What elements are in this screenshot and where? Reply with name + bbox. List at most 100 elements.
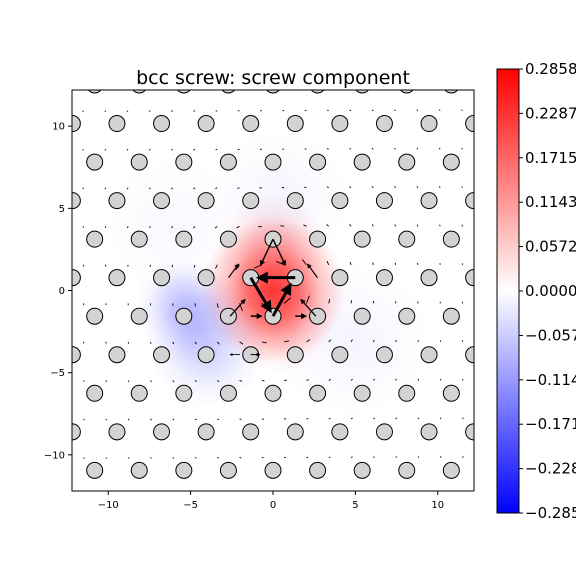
colorbar-ticks: 0.2858 0.2287 0.1715 0.1143 0.0572 0.0000 −0.0…: [519, 60, 576, 522]
core-arrow: [300, 298, 317, 317]
atom: [219, 307, 237, 325]
small-arrow: [350, 417, 353, 420]
small-arrow: [304, 186, 307, 189]
small-arrow: [194, 341, 197, 345]
small-arrow: [394, 109, 396, 112]
atom: [42, 154, 58, 170]
small-arrow: [306, 339, 311, 343]
small-arrow: [127, 418, 130, 421]
atom: [242, 423, 260, 441]
atom: [444, 90, 459, 94]
small-arrow: [350, 339, 353, 343]
small-arrow: [82, 110, 84, 113]
atom: [130, 307, 148, 325]
small-arrow: [61, 188, 62, 189]
x-tick-label: −5: [183, 500, 198, 511]
core-arrow: [272, 238, 286, 267]
small-arrow: [395, 378, 398, 381]
small-arrow: [105, 457, 108, 459]
atom: [331, 423, 349, 441]
small-arrow: [148, 110, 151, 112]
small-arrow: [349, 261, 352, 265]
colorbar-tick-label: 0.2287: [525, 104, 576, 122]
x-tick-label: −10: [98, 500, 119, 511]
atom: [264, 153, 282, 171]
small-arrow: [529, 456, 530, 457]
small-arrow: [82, 72, 83, 73]
small-arrow: [395, 456, 398, 458]
small-arrow: [127, 380, 130, 383]
atom: [219, 230, 237, 248]
small-arrow: [105, 380, 107, 383]
atom: [20, 347, 36, 363]
atom: [175, 461, 193, 479]
small-arrow: [61, 380, 62, 381]
atom-lattice: [0, 77, 474, 479]
atom: [442, 461, 460, 479]
small-arrow: [439, 71, 440, 72]
atom: [0, 308, 14, 324]
small-arrow: [16, 72, 17, 73]
small-arrow: [484, 186, 485, 187]
small-arrow: [193, 226, 196, 229]
atom: [20, 193, 36, 209]
small-arrow: [239, 380, 243, 382]
small-arrow: [326, 260, 330, 266]
atom: [309, 384, 327, 402]
small-arrow: [194, 303, 196, 307]
atom: [353, 384, 371, 402]
atom: [375, 346, 393, 364]
atom: [87, 90, 102, 94]
small-arrow: [237, 187, 240, 189]
atom: [221, 90, 236, 94]
atom: [398, 230, 416, 248]
atom: [42, 308, 58, 324]
atom: [398, 307, 416, 325]
atom: [130, 230, 148, 248]
atom: [264, 461, 282, 479]
atom: [264, 384, 282, 402]
atom: [309, 461, 327, 479]
atom: [42, 77, 58, 93]
small-arrow: [239, 341, 244, 345]
small-arrow: [38, 188, 39, 189]
small-arrow: [283, 297, 291, 304]
small-arrow: [438, 147, 441, 150]
small-arrow: [82, 226, 84, 228]
atom: [286, 115, 304, 133]
small-arrow: [280, 225, 285, 227]
small-arrow: [461, 147, 463, 150]
small-arrow: [261, 341, 267, 344]
small-arrow: [439, 456, 442, 458]
small-arrow: [416, 186, 419, 189]
small-arrow: [60, 149, 61, 150]
atom: [264, 307, 282, 325]
small-arrow: [485, 418, 486, 419]
small-arrow: [60, 111, 61, 112]
small-arrow: [372, 262, 374, 265]
atom: [353, 307, 371, 325]
small-arrow: [105, 72, 106, 73]
atom: [197, 346, 215, 364]
small-arrow: [217, 380, 220, 383]
atom: [398, 153, 416, 171]
small-arrow: [416, 224, 419, 227]
small-arrow: [328, 456, 331, 458]
atom: [153, 269, 171, 287]
small-arrow: [461, 224, 463, 227]
core-arrow: [260, 238, 274, 267]
colorbar-tick-label: 0.1715: [525, 149, 576, 167]
small-arrow: [217, 418, 220, 421]
atom: [0, 231, 14, 247]
atom: [420, 423, 438, 441]
core-displacement-arrows: [228, 238, 318, 357]
y-tick-label: 0: [59, 286, 65, 297]
small-arrow: [171, 110, 173, 112]
small-arrow: [462, 456, 464, 458]
small-arrow: [83, 418, 85, 421]
small-arrow: [83, 457, 85, 459]
atom: [153, 346, 171, 364]
atom: [197, 269, 215, 287]
small-arrow: [328, 378, 331, 381]
